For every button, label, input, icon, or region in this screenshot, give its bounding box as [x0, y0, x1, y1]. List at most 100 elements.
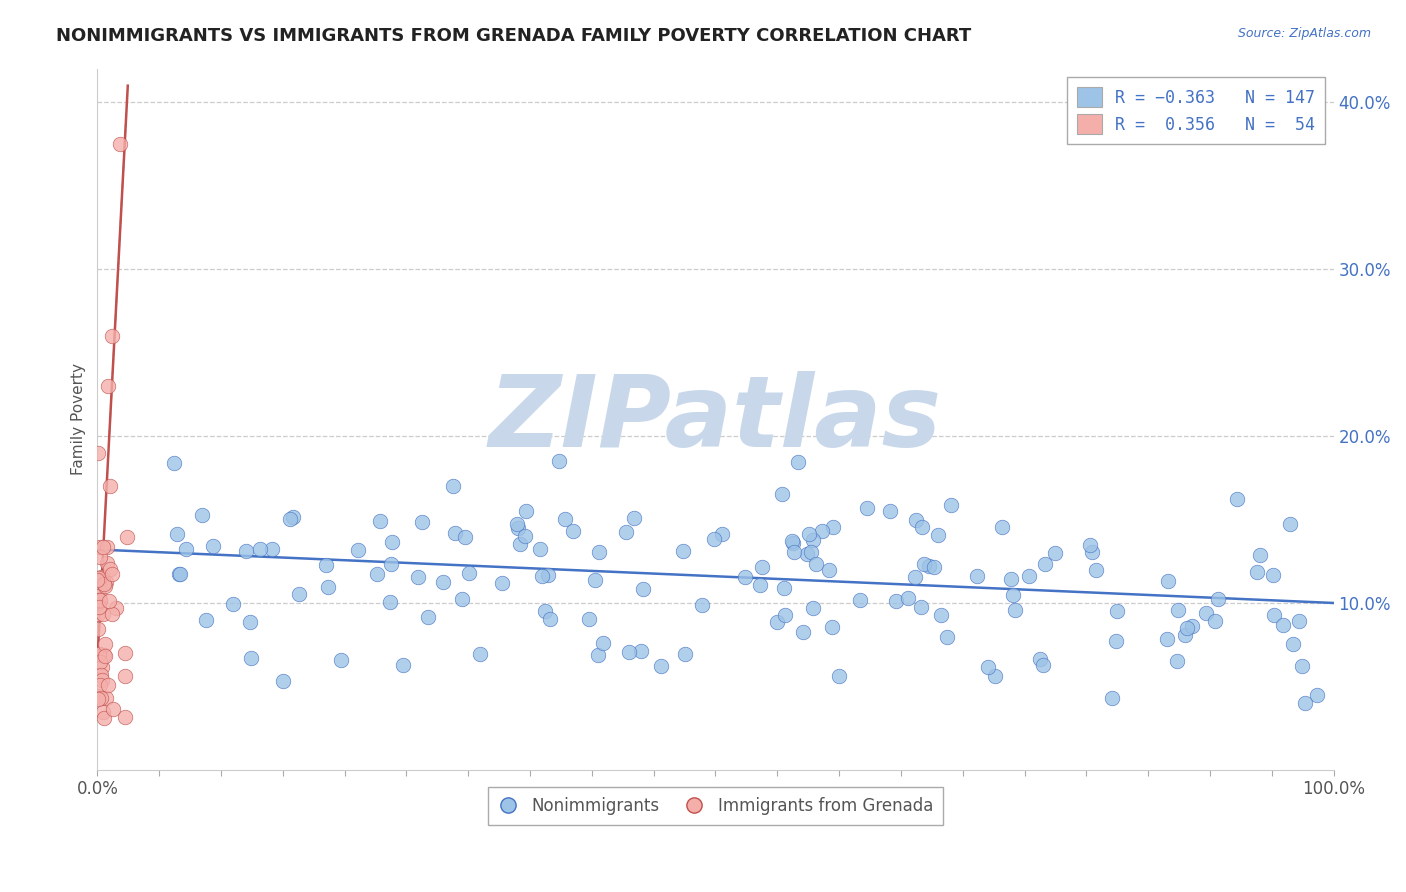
Point [782, 536, 804, 550]
Point [855, 501, 877, 516]
Text: ZIPatlas: ZIPatlas [489, 371, 942, 467]
Point [281, 509, 304, 524]
Point [796, 547, 818, 561]
Point [346, 543, 368, 558]
Point [378, 595, 401, 609]
Point [827, 669, 849, 683]
Point [1181, 619, 1204, 633]
Point [614, 524, 637, 539]
Point [86, 573, 108, 587]
Point [87, 607, 110, 621]
Point [271, 673, 294, 688]
Point [381, 534, 404, 549]
Point [108, 136, 131, 151]
Point [91, 571, 114, 585]
Point [87, 689, 110, 703]
Point [904, 513, 927, 527]
Point [1306, 688, 1329, 702]
Point [879, 504, 901, 518]
Point [1195, 606, 1218, 620]
Point [89, 594, 111, 608]
Point [672, 544, 695, 558]
Point [89, 648, 111, 662]
Point [432, 574, 454, 589]
Point [451, 591, 474, 606]
Point [766, 615, 789, 629]
Point [87, 590, 110, 604]
Point [966, 569, 988, 583]
Point [1206, 592, 1229, 607]
Point [93, 648, 115, 663]
Point [167, 567, 190, 582]
Point [90, 570, 112, 584]
Point [1288, 614, 1310, 628]
Point [89, 571, 111, 585]
Point [623, 511, 645, 525]
Point [801, 600, 824, 615]
Point [818, 562, 841, 576]
Point [288, 587, 311, 601]
Point [977, 660, 1000, 674]
Point [87, 579, 110, 593]
Point [278, 512, 301, 526]
Point [1249, 548, 1271, 562]
Point [444, 525, 467, 540]
Point [249, 542, 271, 557]
Point [1278, 516, 1301, 531]
Point [96, 574, 118, 589]
Point [90, 673, 112, 687]
Point [782, 545, 804, 559]
Point [93, 540, 115, 554]
Point [238, 615, 260, 629]
Point [554, 512, 576, 526]
Point [96, 557, 118, 571]
Point [702, 532, 724, 546]
Point [366, 566, 388, 581]
Point [692, 599, 714, 613]
Point [1175, 621, 1198, 635]
Point [100, 562, 122, 576]
Point [104, 601, 127, 615]
Point [801, 533, 824, 548]
Point [89, 573, 111, 587]
Point [984, 669, 1007, 683]
Point [1174, 627, 1197, 641]
Point [533, 604, 555, 618]
Point [191, 508, 214, 522]
Point [202, 540, 225, 554]
Point [91, 607, 114, 621]
Point [114, 710, 136, 724]
Point [650, 658, 672, 673]
Point [89, 678, 111, 692]
Point [780, 534, 803, 549]
Point [592, 635, 614, 649]
Point [97, 678, 120, 692]
Point [1001, 589, 1024, 603]
Point [673, 647, 696, 661]
Point [93, 577, 115, 591]
Point [775, 608, 797, 623]
Point [96, 540, 118, 554]
Point [751, 559, 773, 574]
Point [1263, 608, 1285, 623]
Point [711, 527, 734, 541]
Point [931, 607, 953, 622]
Point [101, 701, 124, 715]
Point [235, 543, 257, 558]
Point [441, 478, 464, 492]
Legend: Nonimmigrants, Immigrants from Grenada: Nonimmigrants, Immigrants from Grenada [488, 787, 943, 825]
Point [94, 579, 117, 593]
Point [90, 659, 112, 673]
Point [195, 613, 218, 627]
Point [222, 597, 245, 611]
Point [810, 524, 832, 539]
Point [1043, 546, 1066, 560]
Point [101, 328, 124, 343]
Point [619, 645, 641, 659]
Point [1246, 565, 1268, 579]
Point [101, 607, 124, 621]
Point [1101, 690, 1123, 705]
Point [904, 570, 927, 584]
Point [748, 578, 770, 592]
Point [315, 558, 337, 572]
